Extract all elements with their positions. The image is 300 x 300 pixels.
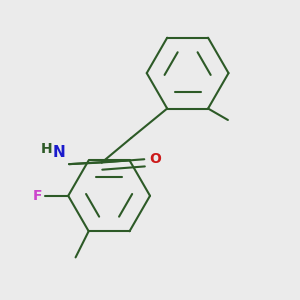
Text: O: O <box>149 152 161 166</box>
Text: H: H <box>40 142 52 156</box>
Text: N: N <box>52 145 65 160</box>
Text: F: F <box>33 189 43 203</box>
